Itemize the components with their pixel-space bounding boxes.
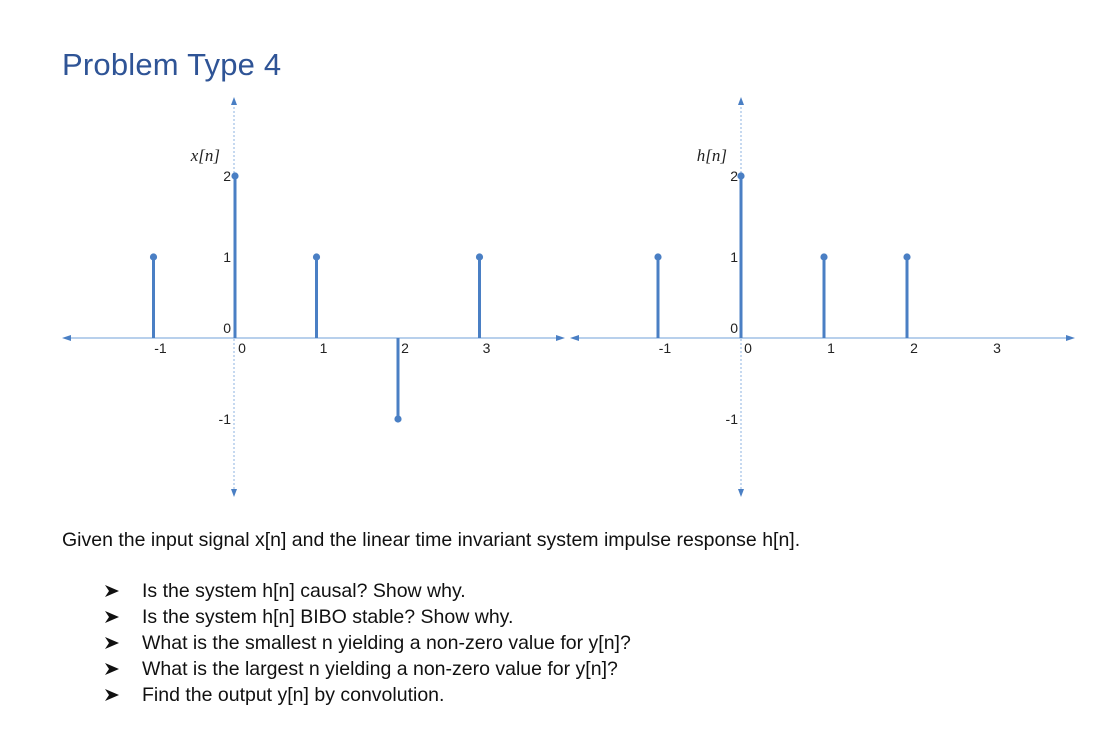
problem-statement: Given the input signal x[n] and the line…	[62, 529, 801, 551]
y-tick-label: 2	[223, 168, 231, 184]
x-axis-right-arrow-icon	[556, 335, 565, 341]
x-tick-label: 1	[827, 340, 835, 356]
y-tick-label: 1	[730, 249, 738, 265]
stem-marker	[149, 253, 158, 261]
page-title: Problem Type 4	[62, 47, 282, 82]
x-axis-right-arrow-icon	[1066, 335, 1075, 341]
y-tick-label: -1	[219, 411, 232, 427]
stem-marker	[737, 172, 745, 180]
y-axis-up-arrow-icon	[231, 97, 237, 105]
stem-marker	[394, 415, 402, 423]
y-tick-label: 2	[730, 168, 738, 184]
y-tick-label: 0	[223, 320, 231, 336]
question-item: Is the system h[n] causal? Show why.	[104, 578, 631, 604]
arrowhead-bullet-icon	[104, 688, 142, 702]
y-tick-label: 0	[730, 320, 738, 336]
stem-marker	[231, 172, 239, 180]
x-tick-label: 0	[744, 340, 752, 356]
arrowhead-bullet-icon	[104, 662, 142, 676]
x-tick-label: 3	[993, 340, 1001, 356]
stem-plots: x[n] -1 0 1 2 3 2 1 0 -1 h[n] -1 0 1 2 3 2 1 0 -1	[62, 97, 1075, 497]
x-tick-label: 2	[401, 340, 409, 356]
stem-marker	[475, 253, 484, 261]
y-axis-down-arrow-icon	[738, 489, 744, 497]
stem-marker	[820, 253, 828, 261]
question-item: Is the system h[n] BIBO stable? Show why…	[104, 604, 631, 630]
stem-marker	[903, 253, 911, 261]
x-axis-left-arrow-icon	[570, 335, 579, 341]
y-tick-label: 1	[223, 249, 231, 265]
x-tick-label: -1	[659, 340, 672, 356]
x-axis-left-arrow-icon	[62, 335, 71, 341]
x-tick-label: 2	[910, 340, 918, 356]
x-tick-label: 1	[320, 340, 328, 356]
y-axis-label: h[n]	[697, 146, 727, 165]
question-text: What is the largest n yielding a non-zer…	[142, 658, 618, 680]
y-axis-down-arrow-icon	[231, 489, 237, 497]
x-tick-label: -1	[154, 340, 167, 356]
x-tick-label: 3	[483, 340, 491, 356]
question-text: Find the output y[n] by convolution.	[142, 684, 445, 706]
question-text: What is the smallest n yielding a non-ze…	[142, 632, 631, 654]
arrowhead-bullet-icon	[104, 584, 142, 598]
question-item: Find the output y[n] by convolution.	[104, 682, 631, 708]
y-tick-label: -1	[726, 411, 739, 427]
question-text: Is the system h[n] causal? Show why.	[142, 580, 466, 602]
question-text: Is the system h[n] BIBO stable? Show why…	[142, 606, 514, 628]
stem-marker	[654, 253, 662, 261]
arrowhead-bullet-icon	[104, 610, 142, 624]
y-axis-label: x[n]	[190, 146, 220, 165]
arrowhead-bullet-icon	[104, 636, 142, 650]
question-item: What is the largest n yielding a non-zer…	[104, 656, 631, 682]
stem-marker	[312, 253, 321, 261]
question-list: Is the system h[n] causal? Show why. Is …	[104, 578, 631, 708]
y-axis-up-arrow-icon	[738, 97, 744, 105]
x-tick-label: 0	[238, 340, 246, 356]
question-item: What is the smallest n yielding a non-ze…	[104, 630, 631, 656]
